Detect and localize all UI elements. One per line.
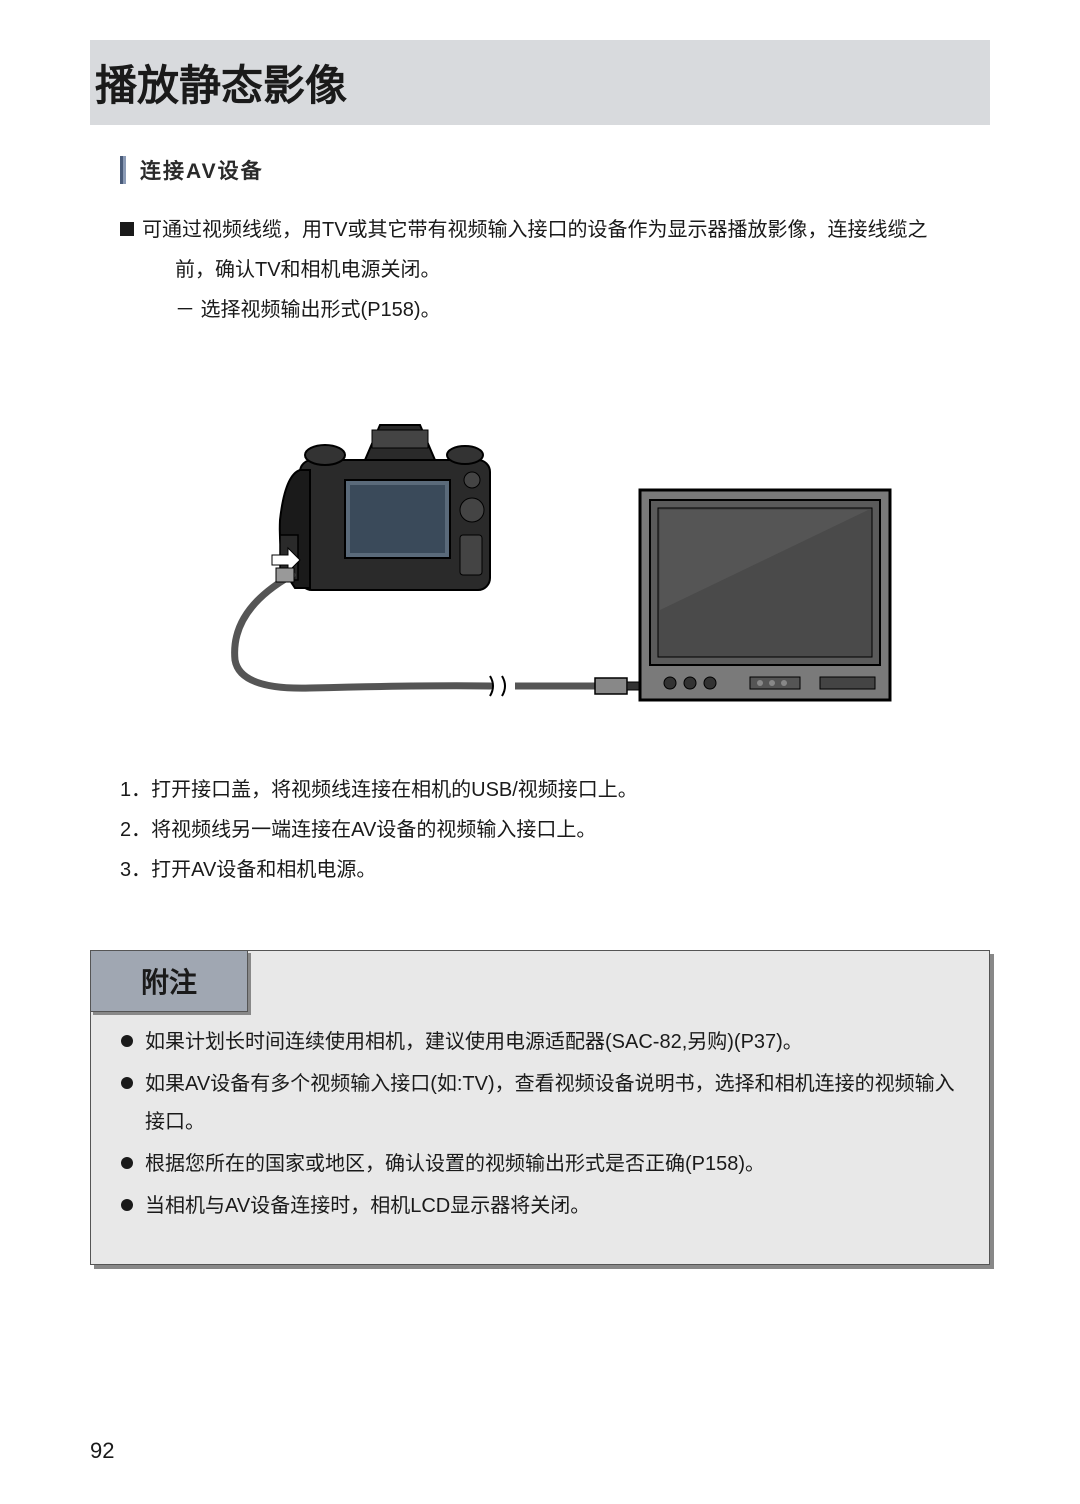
- note-item-1: 如果计划长时间连续使用相机，建议使用电源适配器(SAC-82,另购)(P37)。: [121, 1023, 959, 1061]
- section-title: 连接AV设备: [140, 155, 264, 185]
- circle-bullet-icon: [121, 1077, 133, 1089]
- note-text-1: 如果计划长时间连续使用相机，建议使用电源适配器(SAC-82,另购)(P37)。: [145, 1023, 803, 1061]
- square-bullet-icon: [120, 222, 134, 236]
- step-1: 1．打开接口盖，将视频线连接在相机的USB/视频接口上。: [120, 770, 990, 810]
- note-text-3: 根据您所在的国家或地区，确认设置的视频输出形式是否正确(P158)。: [145, 1145, 765, 1183]
- intro-line2: 前，确认TV和相机电源关闭。: [120, 250, 990, 290]
- intro-line1: 可通过视频线缆，用TV或其它带有视频输入接口的设备作为显示器播放影像，连接线缆之: [142, 219, 928, 241]
- page-title-header: 播放静态影像: [90, 40, 990, 125]
- camera-icon: [272, 425, 490, 590]
- note-label: 附注: [141, 967, 197, 998]
- note-text-4: 当相机与AV设备连接时，相机LCD显示器将关闭。: [145, 1187, 590, 1225]
- steps-list: 1．打开接口盖，将视频线连接在相机的USB/视频接口上。 2．将视频线另一端连接…: [90, 770, 990, 890]
- camera-tv-diagram-svg: [180, 380, 900, 710]
- intro-text: 可通过视频线缆，用TV或其它带有视频输入接口的设备作为显示器播放影像，连接线缆之…: [90, 210, 990, 330]
- circle-bullet-icon: [121, 1157, 133, 1169]
- manual-page: 播放静态影像 连接AV设备 可通过视频线缆，用TV或其它带有视频输入接口的设备作…: [0, 0, 1080, 1504]
- note-tab: 附注: [90, 950, 248, 1012]
- intro-line3: － 选择视频输出形式(P158)。: [120, 290, 990, 330]
- note-item-4: 当相机与AV设备连接时，相机LCD显示器将关闭。: [121, 1187, 959, 1225]
- step-2: 2．将视频线另一端连接在AV设备的视频输入接口上。: [120, 810, 990, 850]
- section-bar-icon: [120, 156, 126, 184]
- connection-diagram: [90, 380, 990, 710]
- note-text-2: 如果AV设备有多个视频输入接口(如:TV)，查看视频设备说明书，选择和相机连接的…: [145, 1065, 959, 1141]
- note-item-2: 如果AV设备有多个视频输入接口(如:TV)，查看视频设备说明书，选择和相机连接的…: [121, 1065, 959, 1141]
- circle-bullet-icon: [121, 1035, 133, 1047]
- page-number: 92: [90, 1438, 114, 1464]
- circle-bullet-icon: [121, 1199, 133, 1211]
- page-title: 播放静态影像: [90, 52, 990, 113]
- note-box: 附注 如果计划长时间连续使用相机，建议使用电源适配器(SAC-82,另购)(P3…: [90, 950, 990, 1265]
- section-header: 连接AV设备: [90, 155, 990, 185]
- step-3: 3．打开AV设备和相机电源。: [120, 850, 990, 890]
- note-content: 如果计划长时间连续使用相机，建议使用电源适配器(SAC-82,另购)(P37)。…: [121, 1023, 959, 1225]
- note-item-3: 根据您所在的国家或地区，确认设置的视频输出形式是否正确(P158)。: [121, 1145, 959, 1183]
- tv-icon: [640, 490, 890, 700]
